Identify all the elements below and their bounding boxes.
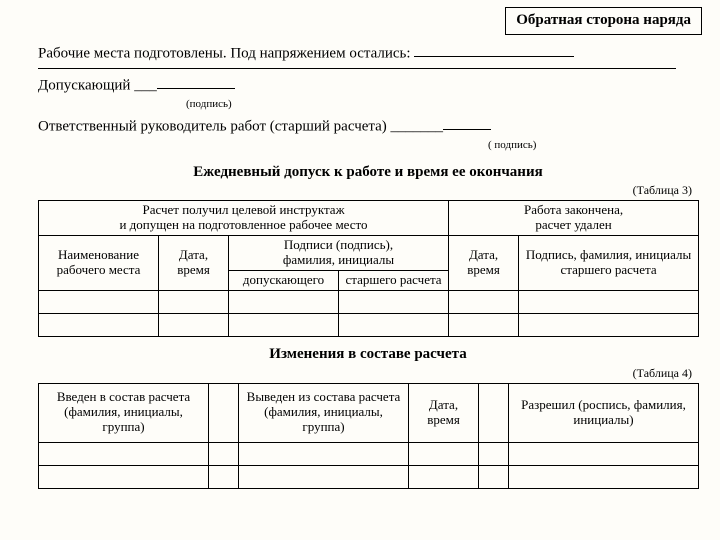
table4-cell [509, 442, 699, 465]
table3-cell [39, 313, 159, 336]
table4-header-cell [209, 383, 239, 442]
table4: Введен в состав расчета (фамилия, инициа… [38, 383, 699, 489]
table4-header-cell: Выведен из состава расчета (фамилия, ини… [239, 383, 409, 442]
table3-cell [519, 290, 699, 313]
table3-header-cell: старшего расчета [339, 271, 449, 291]
line3-caption: ( подпись) [488, 139, 698, 153]
table3-header-cell: Дата, время [159, 236, 229, 291]
table3: Расчет получил целевой инструктажи допущ… [38, 200, 699, 337]
table3-cell [449, 290, 519, 313]
table3-cell [519, 313, 699, 336]
admitter-line: Допускающий ___ [38, 74, 698, 95]
table3-cell [449, 313, 519, 336]
line2-text: Допускающий ___ [38, 77, 157, 93]
table4-label: (Таблица 4) [38, 366, 692, 381]
table4-cell [239, 442, 409, 465]
table3-header-cell: Наименование рабочего места [39, 236, 159, 291]
table3-header-cell: Расчет получил целевой инструктажи допущ… [39, 201, 449, 236]
table3-header-cell: Работа закончена,расчет удален [449, 201, 699, 236]
table3-label: (Таблица 3) [38, 183, 692, 198]
table4-header-cell: Разрешил (роспись, фамилия, инициалы) [509, 383, 699, 442]
table4-cell [209, 465, 239, 488]
table4-header-cell: Введен в состав расчета (фамилия, инициа… [39, 383, 209, 442]
section2-title: Изменения в составе расчета [38, 345, 698, 364]
table4-cell [39, 442, 209, 465]
line1-text: Рабочие места подготовлены. Под напряжен… [38, 45, 414, 61]
line2-blank [157, 74, 235, 89]
line1-blank [414, 42, 574, 57]
table4-header-cell [479, 383, 509, 442]
table4-cell [479, 442, 509, 465]
table3-cell [229, 290, 339, 313]
full-width-rule [38, 68, 676, 69]
table3-header-cell: допускающего [229, 271, 339, 291]
table3-cell [339, 313, 449, 336]
table4-header-cell: Дата, время [409, 383, 479, 442]
table3-cell [229, 313, 339, 336]
table4-cell [509, 465, 699, 488]
table3-header-cell: Подпись, фамилия, инициалы старшего расч… [519, 236, 699, 291]
table3-cell [339, 290, 449, 313]
title-box: Обратная сторона наряда [505, 7, 702, 35]
table4-cell [409, 442, 479, 465]
line3-text: Ответственный руководитель работ (старши… [38, 118, 443, 134]
table3-header-cell: Подписи (подпись),фамилия, инициалы [229, 236, 449, 271]
section1-title: Ежедневный допуск к работе и время ее ок… [38, 163, 698, 182]
table3-cell [159, 313, 229, 336]
workplaces-prepared-line: Рабочие места подготовлены. Под напряжен… [38, 42, 698, 63]
responsible-line: Ответственный руководитель работ (старши… [38, 115, 698, 136]
table4-cell [239, 465, 409, 488]
table3-cell [159, 290, 229, 313]
table3-header-cell: Дата, время [449, 236, 519, 291]
line2-caption: (подпись) [186, 98, 698, 112]
table4-cell [409, 465, 479, 488]
table4-cell [209, 442, 239, 465]
line3-blank [443, 115, 491, 130]
table3-cell [39, 290, 159, 313]
table4-cell [39, 465, 209, 488]
table4-cell [479, 465, 509, 488]
